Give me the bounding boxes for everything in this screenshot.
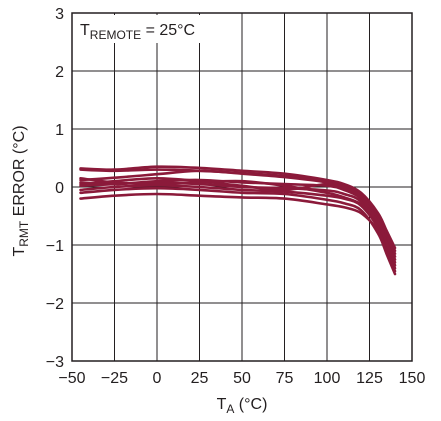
x-axis-label-rest: (°C) [234,396,267,413]
x-tick-label: 125 [356,370,383,387]
series-line-8 [79,186,397,276]
y-axis-label-sub: RMT [17,220,31,247]
x-tick-label: −50 [58,370,85,387]
y-tick-labels: 3 2 1 0 −1 −2 −3 [46,6,64,371]
y-tick-label: −3 [46,354,64,371]
y-axis-label-rest: ERROR (°C) [11,125,28,220]
x-axis-label: TA (°C) [217,396,268,416]
series-line-10 [79,177,397,264]
series-line-4 [79,178,397,255]
x-tick-label: −25 [101,370,128,387]
y-axis-label: TRMT ERROR (°C) [11,125,31,256]
annotation-main: T [80,22,90,39]
y-tick-label: 3 [55,6,64,23]
series-lines [79,165,397,276]
x-axis-label-main: T [217,396,227,413]
x-tick-labels: −50 −25 0 25 50 75 100 125 150 [58,370,425,387]
annotation-sub: REMOTE [90,28,141,42]
x-tick-label: 75 [276,370,294,387]
x-tick-label: 50 [233,370,251,387]
x-tick-label: 25 [191,370,209,387]
annotation-box [74,15,202,43]
x-tick-label: 0 [153,370,162,387]
x-tick-label: 150 [399,370,426,387]
y-tick-label: 1 [55,122,64,139]
plot-frame [71,12,413,362]
y-tick-label: 2 [55,64,64,81]
x-axis-label-sub: A [226,402,234,416]
annotation-rest: = 25°C [141,22,195,39]
series-line-9 [79,192,397,273]
y-tick-label: 0 [55,180,64,197]
y-tick-label: −2 [46,296,64,313]
series-line-1 [79,165,397,250]
annotation-label: TREMOTE = 25°C [80,22,195,42]
x-tick-label: 100 [314,370,341,387]
y-axis-label-main: T [11,247,28,257]
y-tick-label: −1 [46,238,64,255]
